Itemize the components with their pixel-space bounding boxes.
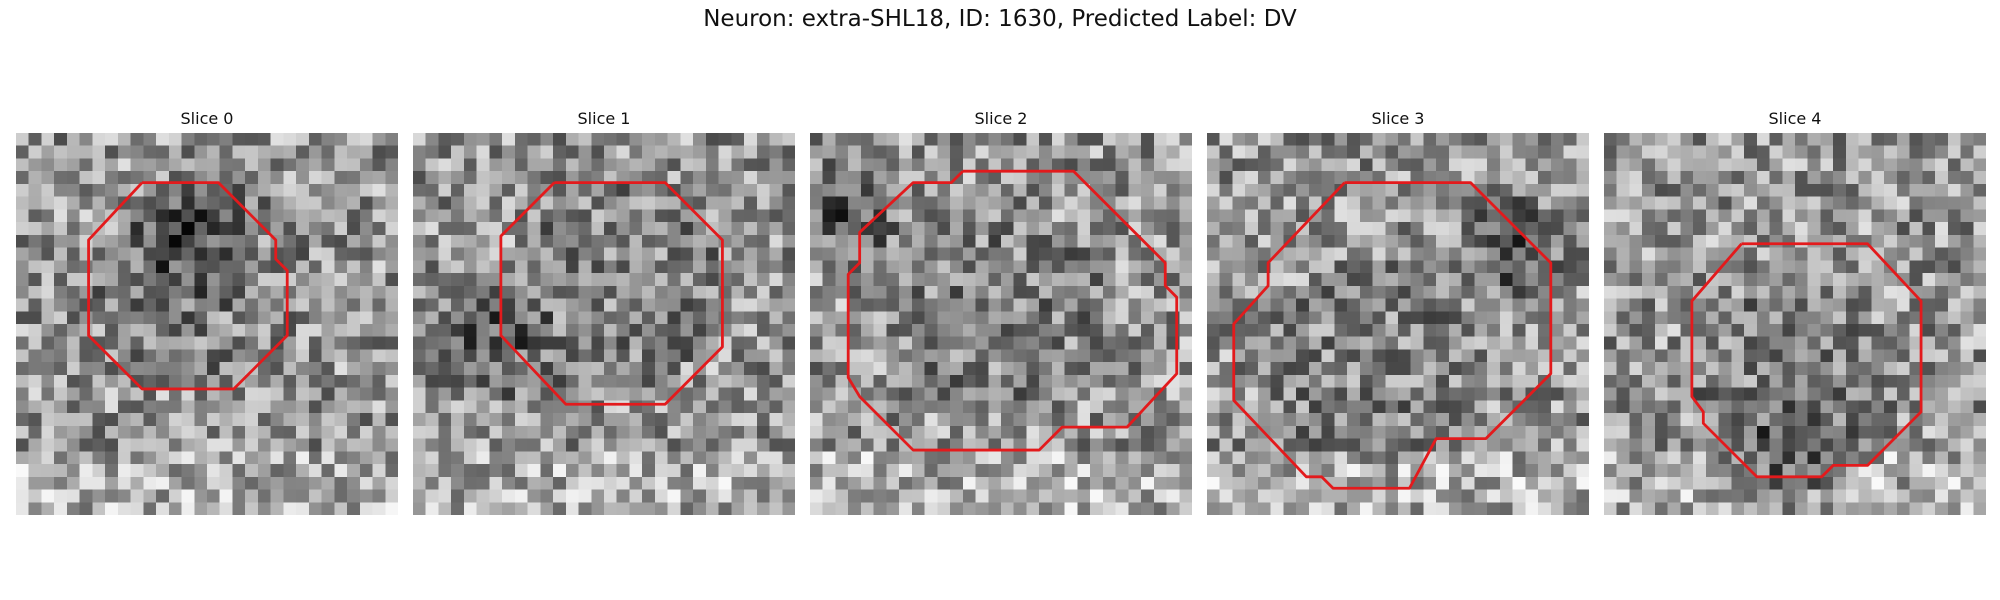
slice-3-image: [1207, 133, 1589, 515]
slice-2-image: [810, 133, 1192, 515]
slice-3-cell-contour: [1232, 181, 1553, 490]
slice-4-cell-contour: [1690, 242, 1923, 479]
panel-title-slice-1: Slice 1: [577, 109, 631, 128]
slice-2-pixel-grid: [810, 133, 1192, 515]
slice-0-pixel-grid: [16, 133, 398, 515]
slice-2-cell-contour: [846, 169, 1179, 452]
panel-title-slice-4: Slice 4: [1768, 109, 1822, 128]
panel-title-slice-0: Slice 0: [180, 109, 234, 128]
slice-0-cell-contour: [87, 181, 289, 391]
slice-3-pixel-grid: [1207, 133, 1589, 515]
slice-1-cell-contour: [499, 181, 724, 406]
slice-4-pixel-grid: [1604, 133, 1986, 515]
slice-1-image: [413, 133, 795, 515]
slice-4-image: [1604, 133, 1986, 515]
panel-title-slice-2: Slice 2: [974, 109, 1028, 128]
slice-0-image: [16, 133, 398, 515]
panel-title-slice-3: Slice 3: [1371, 109, 1425, 128]
slice-1-pixel-grid: [413, 133, 795, 515]
figure-title: Neuron: extra-SHL18, ID: 1630, Predicted…: [703, 6, 1297, 32]
